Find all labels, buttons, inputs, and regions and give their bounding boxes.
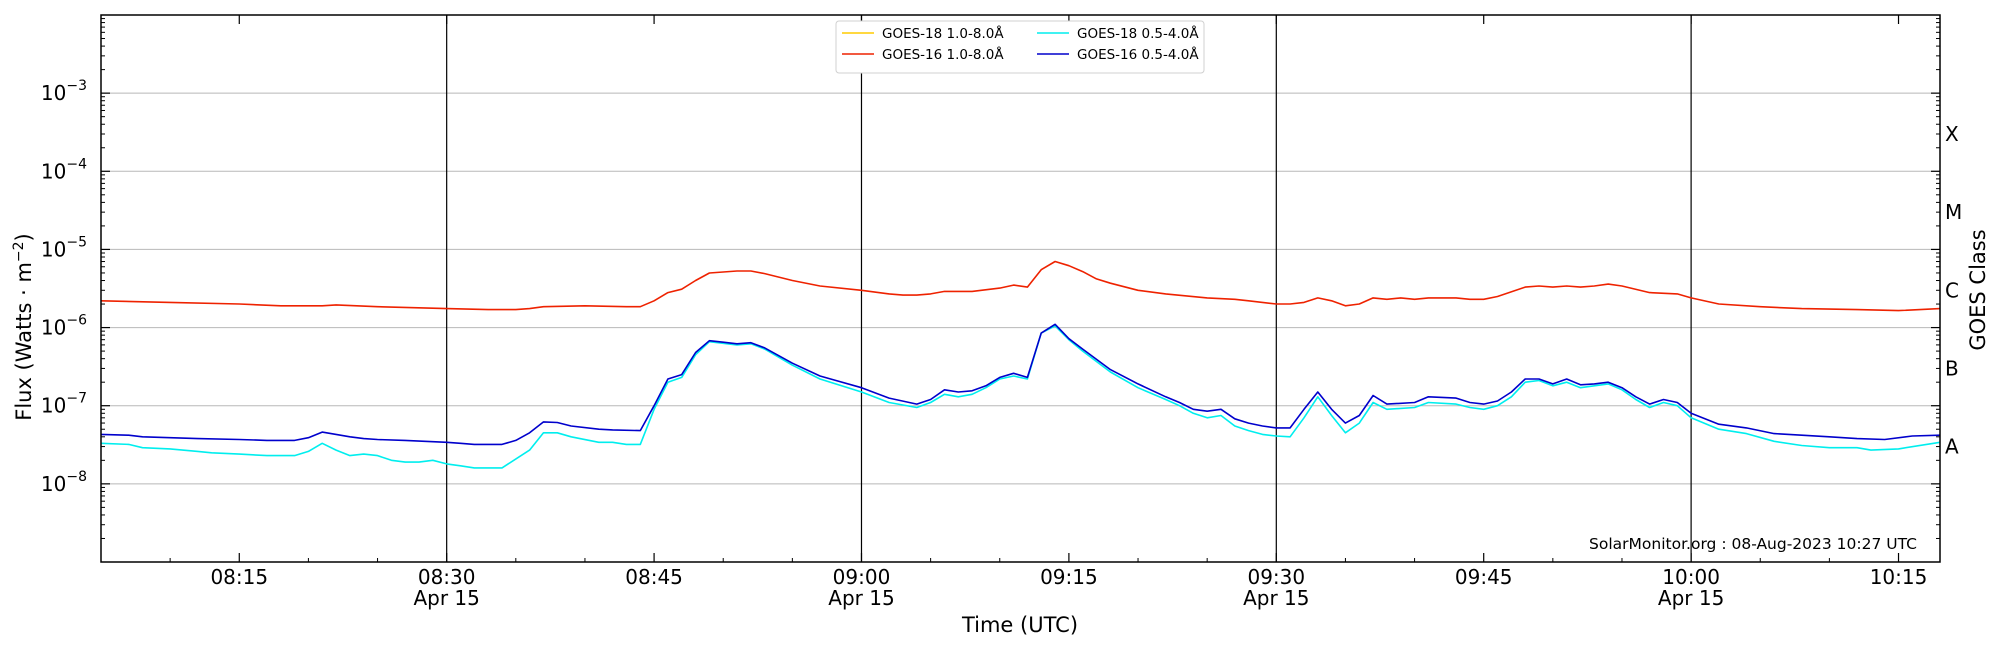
- y-tick-base: 10: [41, 159, 66, 183]
- legend-label-0: GOES-18 1.0-8.0Å: [882, 25, 1004, 42]
- right-axis-title: GOES Class: [1966, 229, 1990, 350]
- x-tick-date-label: Apr 15: [828, 586, 894, 610]
- x-tick-label: 09:30: [1247, 565, 1305, 589]
- x-tick-label: 08:30: [418, 565, 476, 589]
- y-axis-title: Flux (Watts · m−2): [11, 233, 36, 421]
- goes-class-label-b: B: [1945, 356, 1959, 380]
- series-lines: [100, 260, 1941, 469]
- credit-text: SolarMonitor.org : 08-Aug-2023 10:27 UTC: [1589, 535, 1917, 553]
- y-tick-exponent: −7: [66, 391, 87, 407]
- y-tick-exponent: −5: [66, 234, 87, 250]
- y-axis-title-exponent: −2: [11, 241, 27, 262]
- legend: GOES-18 1.0-8.0Å GOES-16 1.0-8.0Å GOES-18 …: [835, 20, 1205, 74]
- goes-class-label-m: M: [1945, 200, 1962, 224]
- gridlines: [101, 92, 1940, 485]
- y-tick-label: 10−7: [41, 391, 87, 418]
- y-tick-exponent: −3: [66, 78, 87, 94]
- series-line-1: [100, 260, 1941, 312]
- goes-class-label-a: A: [1945, 435, 1959, 459]
- x-tick-date-label: Apr 15: [1243, 586, 1309, 610]
- legend-box: [835, 20, 1205, 74]
- series-line-3: [100, 323, 1941, 446]
- x-tick-label: 08:15: [210, 565, 268, 589]
- goes-class-label-x: X: [1945, 122, 1959, 146]
- legend-label-2: GOES-18 0.5-4.0Å: [1077, 25, 1199, 42]
- y-tick-label: 10−5: [41, 234, 87, 261]
- x-tick-label: 09:45: [1455, 565, 1513, 589]
- y-tick-exponent: −8: [66, 469, 87, 485]
- legend-label-3: GOES-16 0.5-4.0Å: [1077, 46, 1199, 63]
- y-tick-base: 10: [41, 472, 66, 496]
- series-line-2: [100, 325, 1941, 469]
- goes-class-label-c: C: [1945, 278, 1959, 302]
- y-tick-base: 10: [41, 316, 66, 340]
- legend-label-1: GOES-16 1.0-8.0Å: [882, 46, 1004, 63]
- plot-frame: [100, 14, 1941, 563]
- x-tick-date-label: Apr 15: [1658, 586, 1724, 610]
- y-tick-label: 10−8: [41, 469, 87, 496]
- x-tick-label: 09:00: [833, 565, 891, 589]
- y-tick-base: 10: [41, 237, 66, 261]
- y-tick-exponent: −6: [66, 313, 87, 329]
- y-axis-title-close: ): [12, 233, 36, 241]
- x-tick-label: 10:00: [1662, 565, 1720, 589]
- y-tick-base: 10: [41, 81, 66, 105]
- y-tick-label: 10−3: [41, 78, 87, 105]
- y-axis-title-main: Flux (Watts · m: [12, 262, 36, 421]
- x-tick-label: 08:45: [625, 565, 683, 589]
- day-marker-lines: [446, 15, 1692, 562]
- y-axis-ticks: 10−810−710−610−510−410−3: [41, 18, 1940, 539]
- y-tick-label: 10−6: [41, 313, 87, 340]
- y-tick-base: 10: [41, 394, 66, 418]
- x-tick-date-label: Apr 15: [413, 586, 479, 610]
- y-tick-label: 10−4: [41, 156, 87, 183]
- goes-class-labels: A B C M X: [1945, 122, 1962, 459]
- x-tick-label: 10:15: [1870, 565, 1928, 589]
- x-tick-label: 09:15: [1040, 565, 1098, 589]
- x-axis-title: Time (UTC): [961, 613, 1078, 637]
- y-tick-exponent: −4: [66, 156, 87, 172]
